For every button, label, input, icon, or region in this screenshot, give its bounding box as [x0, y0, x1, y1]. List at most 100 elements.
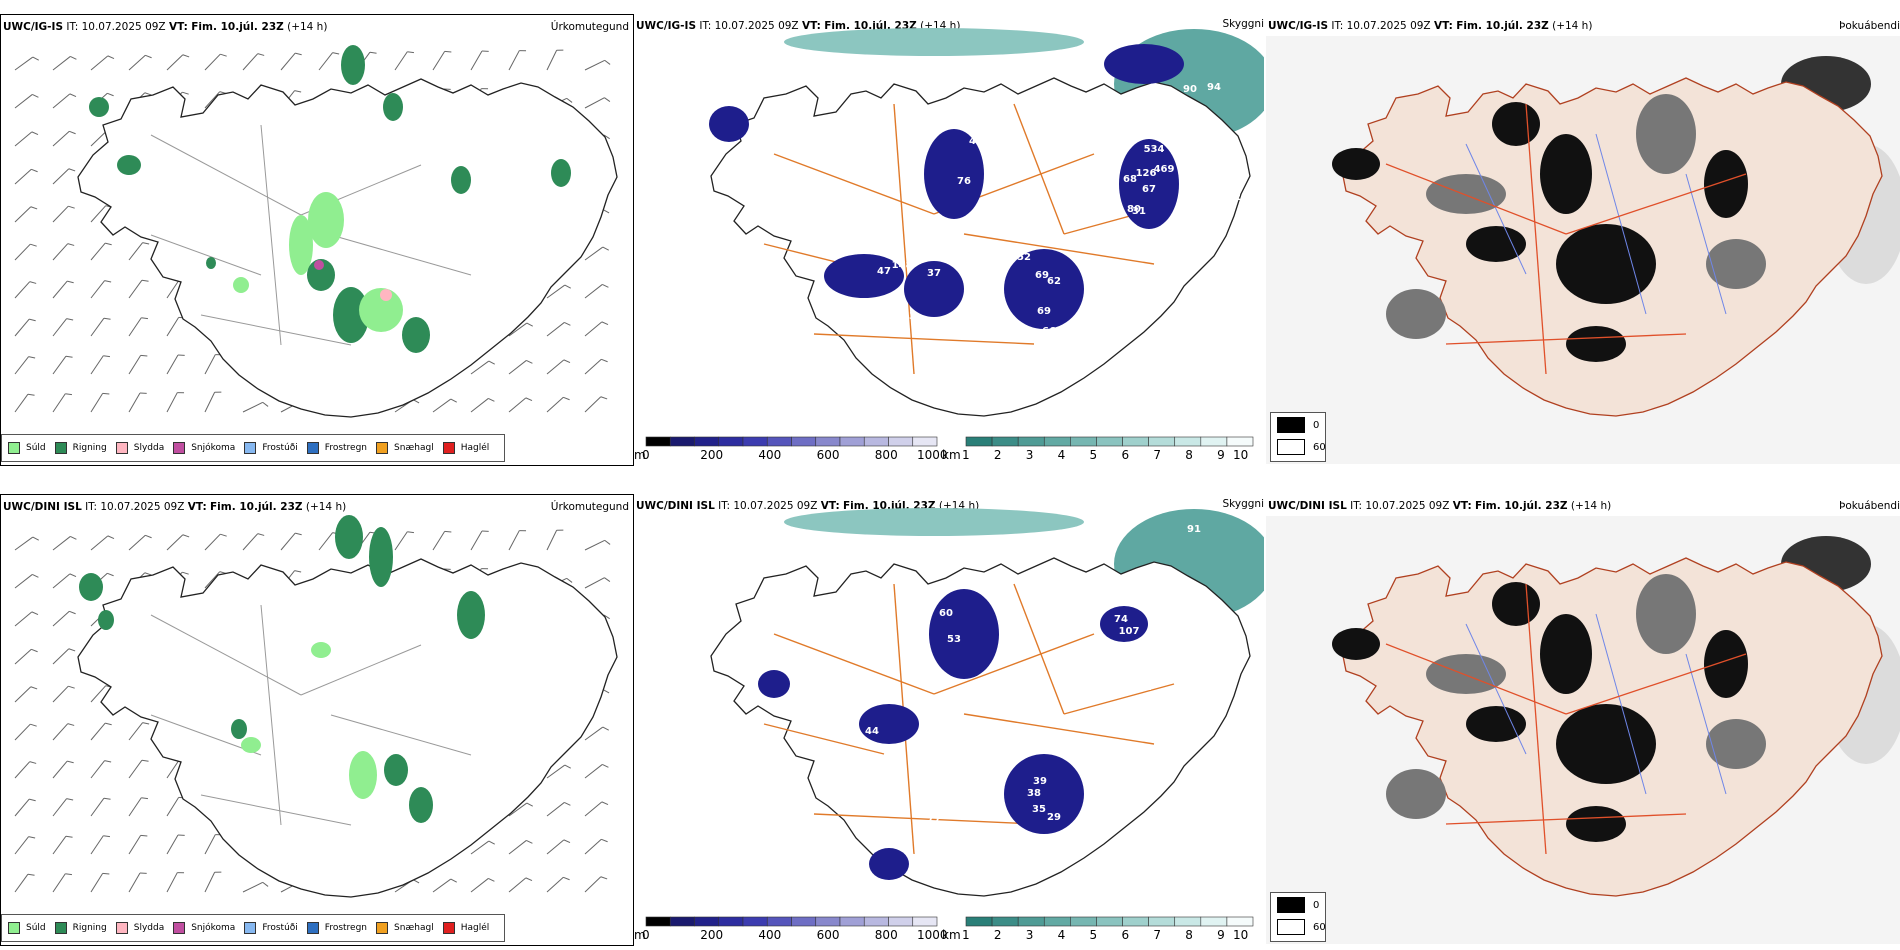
wind-barb: [52, 318, 74, 337]
legend-item: Snjókoma: [173, 442, 235, 454]
road-line: [150, 614, 302, 696]
legend-label: Haglél: [460, 923, 490, 933]
colorbar-segment: [815, 916, 841, 927]
fog-legend-label: 0: [1313, 419, 1320, 431]
wind-barb: [52, 280, 74, 299]
wind-barb: [204, 871, 222, 893]
wind-barb: [128, 279, 149, 299]
wind-barb: [508, 877, 533, 893]
fog-area: [1466, 706, 1526, 742]
colorbar-segment: [669, 916, 695, 927]
river-line: [1465, 623, 1527, 755]
road-line: [1565, 653, 1747, 715]
wind-barb: [584, 726, 609, 741]
wind-barb: [52, 685, 75, 703]
wind-barb: [584, 539, 611, 551]
precip-area: [311, 642, 331, 658]
legend-swatch: [306, 442, 319, 454]
wind-barb: [128, 534, 152, 551]
road-line: [763, 723, 885, 755]
panel-header: UWC/IG-IS IT: 10.07.2025 09Z VT: Fim. 10…: [1268, 20, 1593, 32]
cloud-height-label: 38: [1027, 788, 1041, 799]
wind-barb: [204, 391, 222, 413]
wind-barb: [90, 280, 112, 299]
wind-barb: [242, 53, 265, 71]
wind-barb: [52, 536, 77, 551]
legend-item: Frostregn: [306, 922, 367, 934]
wind-barb: [584, 358, 608, 375]
wind-barb: [90, 797, 111, 817]
wind-barb: [508, 50, 527, 71]
colorbar-segment: [888, 436, 914, 447]
colorbar-segment: [863, 916, 889, 927]
legend-item: Slydda: [115, 442, 164, 454]
precip-area: [451, 166, 471, 194]
wind-barb: [14, 798, 36, 817]
height-colorbar-tick: 400: [758, 928, 782, 942]
legend-item: Frostregn: [306, 442, 368, 454]
legend-item: Haglél: [442, 922, 490, 934]
legend-item: Snæhagl: [376, 442, 434, 454]
cloud-height-label: 69: [1037, 306, 1051, 317]
cloud-height-label: 29: [1047, 812, 1061, 823]
road-line: [150, 134, 302, 216]
wind-barb: [470, 398, 495, 413]
wind-barb: [242, 881, 269, 893]
cloud-height-label: 69: [1035, 270, 1049, 281]
wind-barb: [280, 532, 302, 551]
cloud-height-label: 39: [1033, 776, 1047, 787]
wind-barb: [546, 839, 571, 855]
wind-barb: [52, 243, 75, 261]
wind-barb: [318, 52, 340, 71]
colorbar-segment: [1122, 436, 1149, 447]
legend-swatch: [244, 442, 257, 454]
road-line: [1385, 163, 1567, 235]
visibility-colorbar-tick: 1: [962, 448, 970, 462]
legend-item: Súld: [8, 922, 46, 934]
wind-barb: [584, 801, 609, 817]
fog-area: [1540, 134, 1592, 214]
colorbar-segment: [742, 436, 768, 447]
colorbar-segment: [1174, 916, 1202, 927]
wind-barb: [52, 393, 73, 413]
colorbar-segment: [1096, 916, 1123, 927]
wind-barb: [166, 834, 185, 855]
fog-panel-bottom: UWC/DINI ISL IT: 10.07.2025 09Z VT: Fim.…: [1266, 494, 1900, 944]
cloud-height-label: 79: [917, 842, 931, 853]
cloud-height-label: 67: [1142, 184, 1156, 195]
legend-swatch: [115, 442, 128, 454]
cloud-height-label: 210: [894, 378, 915, 389]
wind-barb: [128, 242, 150, 261]
panel-header: UWC/DINI ISL IT: 10.07.2025 09Z VT: Fim.…: [636, 500, 980, 512]
legend-label: Súld: [26, 443, 46, 453]
wind-barb: [584, 838, 608, 855]
road-line: [1525, 583, 1547, 855]
wind-barb: [584, 246, 609, 261]
fog-legend-label: 60: [1313, 441, 1326, 453]
low-cloud-area: [1004, 754, 1084, 834]
cloud-height-label: 82: [1227, 192, 1241, 203]
legend-label: Slydda: [133, 923, 165, 933]
legend-label: Frostregn: [324, 443, 368, 453]
legend-item: Snjókoma: [173, 922, 235, 934]
height-colorbar-tick: 1000: [917, 448, 948, 462]
road-line: [1013, 103, 1065, 235]
wind-barb: [52, 873, 73, 893]
colorbar-segment: [694, 916, 720, 927]
height-colorbar-tick: 1000: [917, 928, 948, 942]
wind-barb: [128, 392, 147, 413]
visibility-colorbar-tick: 8: [1185, 928, 1193, 942]
wind-barb: [508, 322, 533, 337]
height-colorbar-tick: 0: [642, 448, 650, 462]
precip-type-panel-top: UWC/IG-IS IT: 10.07.2025 09Z VT: Fim. 10…: [0, 14, 634, 466]
wind-barb: [508, 397, 533, 413]
legend-swatch: [442, 922, 455, 934]
wind-barb: [204, 354, 223, 375]
wind-barb: [14, 206, 38, 223]
low-cloud-area: [824, 254, 904, 298]
wind-barb: [14, 686, 38, 703]
road-line: [1445, 333, 1687, 345]
legend-item: Frostúði: [244, 442, 298, 454]
colorbar-segment: [1070, 916, 1097, 927]
